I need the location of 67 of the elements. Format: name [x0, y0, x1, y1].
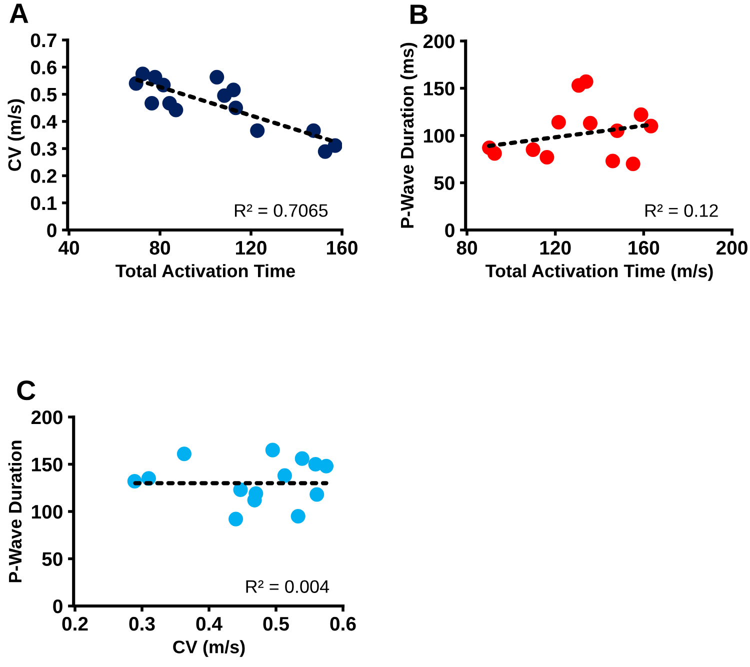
point — [551, 114, 566, 130]
x-tick-label: 0.5 — [263, 616, 289, 631]
y-axis-title: P-Wave Duration (ms) — [400, 42, 418, 228]
y-tick-label: 150 — [32, 458, 62, 472]
y-tick-label: 200 — [31, 410, 62, 424]
y-tick-label: 0.2 — [30, 169, 56, 183]
point — [318, 458, 334, 474]
point — [578, 74, 594, 89]
x-tick-label: 160 — [628, 240, 660, 255]
y-tick-label: 50 — [42, 552, 62, 566]
y-tick-label: 0 — [47, 223, 56, 238]
x-tick-label: 200 — [716, 240, 748, 255]
point — [526, 142, 540, 157]
point — [277, 468, 292, 483]
point — [176, 446, 192, 462]
point — [634, 107, 648, 122]
x-tick-label: 80 — [456, 240, 478, 255]
x-tick-label: 120 — [236, 240, 266, 255]
y-tick-label: 0.5 — [30, 88, 57, 102]
annotation: R² = 0.7065 — [234, 204, 328, 217]
x-axis-title: CV (m/s) — [173, 640, 245, 657]
point — [487, 146, 502, 161]
point — [540, 150, 554, 165]
y-tick-label: 0 — [53, 599, 62, 614]
y-tick-label: 0.3 — [30, 142, 56, 156]
y-axis-title: CV (m/s) — [8, 99, 25, 171]
annotation: R² = 0.12 — [645, 204, 718, 217]
point — [226, 82, 241, 98]
y-tick-label: 100 — [32, 504, 62, 519]
point — [310, 487, 324, 502]
chart-title: A — [10, 4, 28, 23]
chart-title: B — [410, 4, 428, 24]
point — [582, 116, 598, 130]
y-tick-label: 0.6 — [30, 60, 56, 74]
y-tick-label: 200 — [423, 34, 454, 48]
point — [265, 442, 280, 458]
x-tick-label: 0.2 — [62, 616, 88, 631]
point — [626, 156, 640, 172]
x-tick-label: 0.3 — [129, 616, 155, 631]
point — [250, 123, 265, 138]
point — [144, 96, 160, 111]
annotation: R² = 0.004 — [246, 580, 330, 593]
y-tick-label: 0 — [445, 223, 454, 238]
point — [228, 512, 244, 526]
y-tick-label: 50 — [434, 176, 454, 190]
x-tick-label: 80 — [150, 240, 170, 255]
y-tick-label: 100 — [424, 128, 454, 143]
y-tick-label: 150 — [424, 82, 454, 96]
point — [168, 102, 184, 118]
x-tick-label: 120 — [540, 240, 571, 255]
point — [328, 138, 342, 153]
chart-title: C — [17, 380, 36, 400]
point — [605, 154, 620, 168]
point — [294, 451, 310, 466]
y-tick-label: 0.1 — [30, 196, 57, 210]
x-axis-title: Total Activation Time (m/s) — [486, 264, 713, 281]
point — [233, 482, 248, 498]
x-tick-label: 0.6 — [330, 616, 356, 631]
point — [290, 508, 306, 524]
x-tick-label: 0.4 — [196, 616, 222, 631]
x-axis-title: Total Activation Time — [116, 264, 296, 278]
y-tick-label: 0.7 — [30, 33, 56, 48]
x-tick-label: 40 — [58, 240, 80, 255]
y-tick-label: 0.4 — [30, 114, 58, 129]
y-axis-title: P-Wave Duration — [8, 440, 22, 582]
point — [210, 70, 224, 84]
x-tick-label: 160 — [327, 240, 358, 255]
